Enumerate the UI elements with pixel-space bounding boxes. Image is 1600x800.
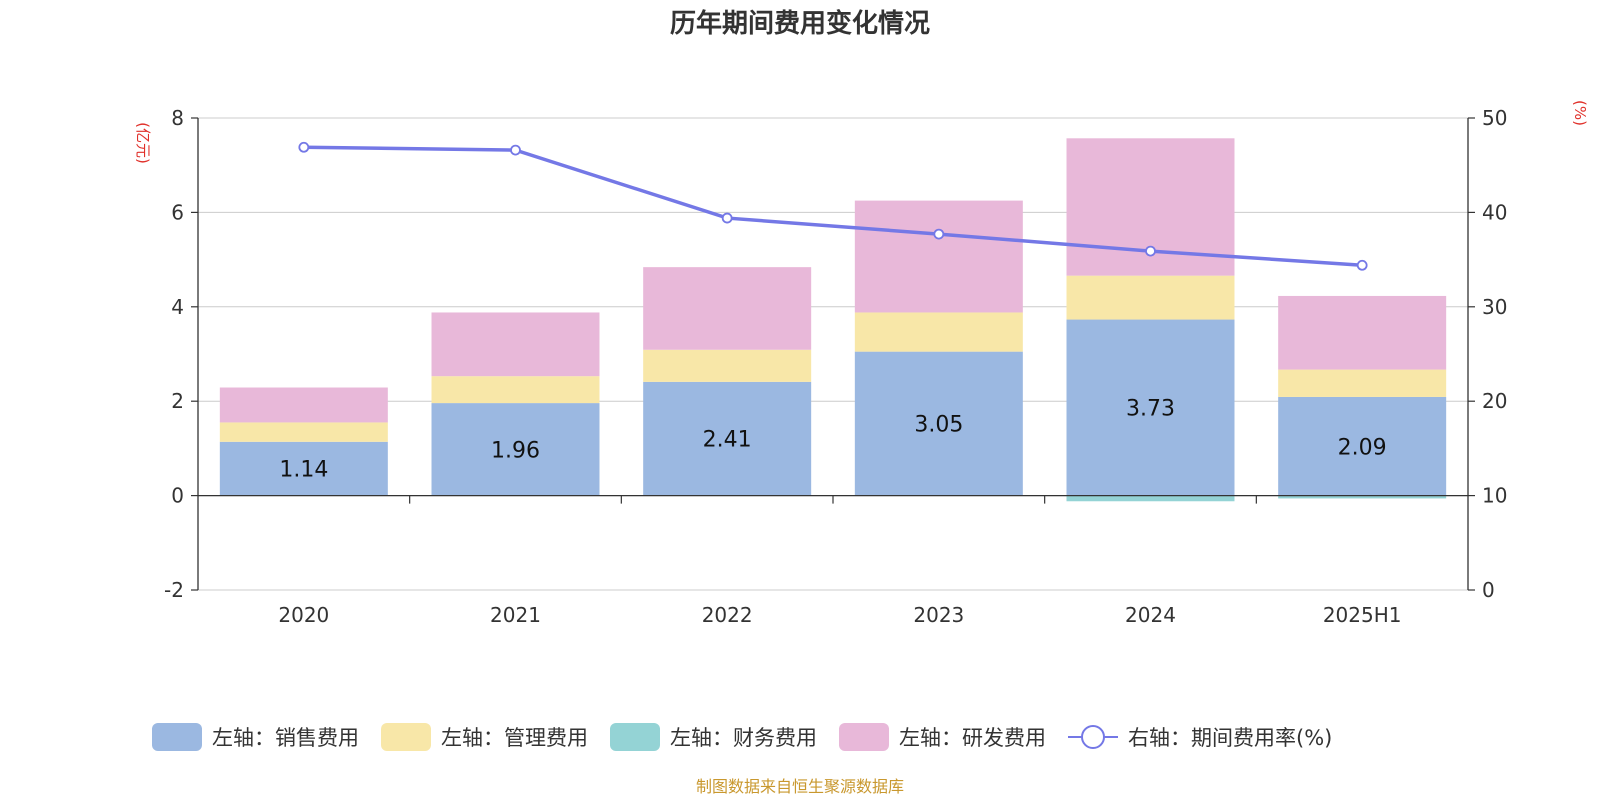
chart-title: 历年期间费用变化情况 [670, 8, 930, 39]
bar-segment-2 [1066, 495, 1235, 502]
bar-segment-0 [643, 381, 812, 496]
bar-segment-1 [854, 312, 1023, 352]
label-layer: 1.14 1.96 2.41 3.05 3.73 2.09 [279, 397, 1386, 483]
bar-segment-0 [854, 351, 1023, 496]
legend-swatch [152, 723, 202, 751]
grid-layer [198, 117, 1468, 591]
axis-layer: -2 0 2 4 6 8 0 10 20 30 40 50 2020 2021 2022 2023 2024 20… [164, 106, 1507, 627]
legend-label: 左轴：管理费用 [441, 726, 588, 750]
legend: 左轴：销售费用 左轴：管理费用 左轴：财务费用 左轴：研发费用 右轴：期间费用率(%) [152, 723, 1332, 751]
right-tick-label: 50 [1482, 106, 1507, 130]
bar-segment-0 [1066, 319, 1235, 496]
x-tick-label: 2021 [490, 603, 541, 627]
bar-segment-0 [431, 403, 600, 496]
bar-segment-3 [431, 312, 600, 377]
bar-segment-1 [219, 422, 388, 442]
legend-label: 左轴：研发费用 [899, 726, 1046, 750]
right-tick-label: 0 [1482, 578, 1495, 602]
bar-segment-1 [643, 349, 812, 382]
data-label: 3.73 [1126, 397, 1175, 422]
left-tick-label: 2 [171, 389, 184, 413]
legend-swatch [610, 723, 660, 751]
rate-point [1145, 245, 1156, 257]
legend-label: 左轴：财务费用 [670, 726, 817, 750]
data-label: 3.05 [914, 413, 963, 438]
legend-line-marker [1081, 725, 1105, 749]
left-tick-label: -2 [164, 578, 184, 602]
right-axis-unit: (%) [1571, 100, 1589, 126]
x-tick-label: 2025H1 [1323, 603, 1402, 627]
legend-label: 右轴：期间费用率(%) [1128, 726, 1332, 750]
rate-point [298, 141, 310, 153]
right-tick-label: 10 [1482, 484, 1507, 508]
legend-swatch [839, 723, 889, 751]
line-layer [298, 141, 1368, 271]
left-tick-label: 4 [171, 295, 184, 319]
bar-segment-0 [219, 441, 388, 496]
x-tick-label: 2022 [702, 603, 753, 627]
rate-point [721, 212, 733, 224]
x-tick-label: 2023 [913, 603, 964, 627]
legend-swatch [381, 723, 431, 751]
data-label: 1.14 [279, 458, 328, 483]
left-tick-label: 8 [171, 106, 184, 130]
rate-point [510, 144, 521, 156]
data-label: 1.96 [491, 438, 540, 463]
left-axis-unit: (亿元) [134, 122, 152, 164]
bar-segment-3 [219, 387, 388, 423]
data-label: 2.09 [1338, 435, 1387, 460]
x-tick-label: 2020 [278, 603, 329, 627]
left-tick-label: 0 [171, 484, 184, 508]
bar-segment-3 [643, 267, 812, 350]
right-tick-label: 30 [1482, 295, 1507, 319]
bar-segment-2 [1278, 495, 1447, 499]
legend-label: 左轴：销售费用 [212, 726, 359, 750]
bar-segment-3 [854, 200, 1023, 313]
left-tick-label: 6 [171, 200, 184, 224]
rate-line [303, 145, 1363, 268]
bar-segment-1 [431, 376, 600, 404]
x-tick-label: 2024 [1125, 603, 1176, 627]
rate-point [1356, 259, 1368, 271]
right-tick-label: 40 [1482, 200, 1507, 224]
bar-segment-0 [1278, 396, 1447, 496]
right-tick-label: 20 [1482, 389, 1507, 413]
bar-segment-1 [1066, 275, 1235, 320]
rate-point [933, 228, 945, 240]
bar-segment-3 [1278, 295, 1447, 370]
source-note: 制图数据来自恒生聚源数据库 [696, 777, 904, 796]
bar-layer [219, 138, 1447, 502]
bar-segment-1 [1278, 369, 1447, 397]
data-label: 2.41 [703, 428, 752, 453]
